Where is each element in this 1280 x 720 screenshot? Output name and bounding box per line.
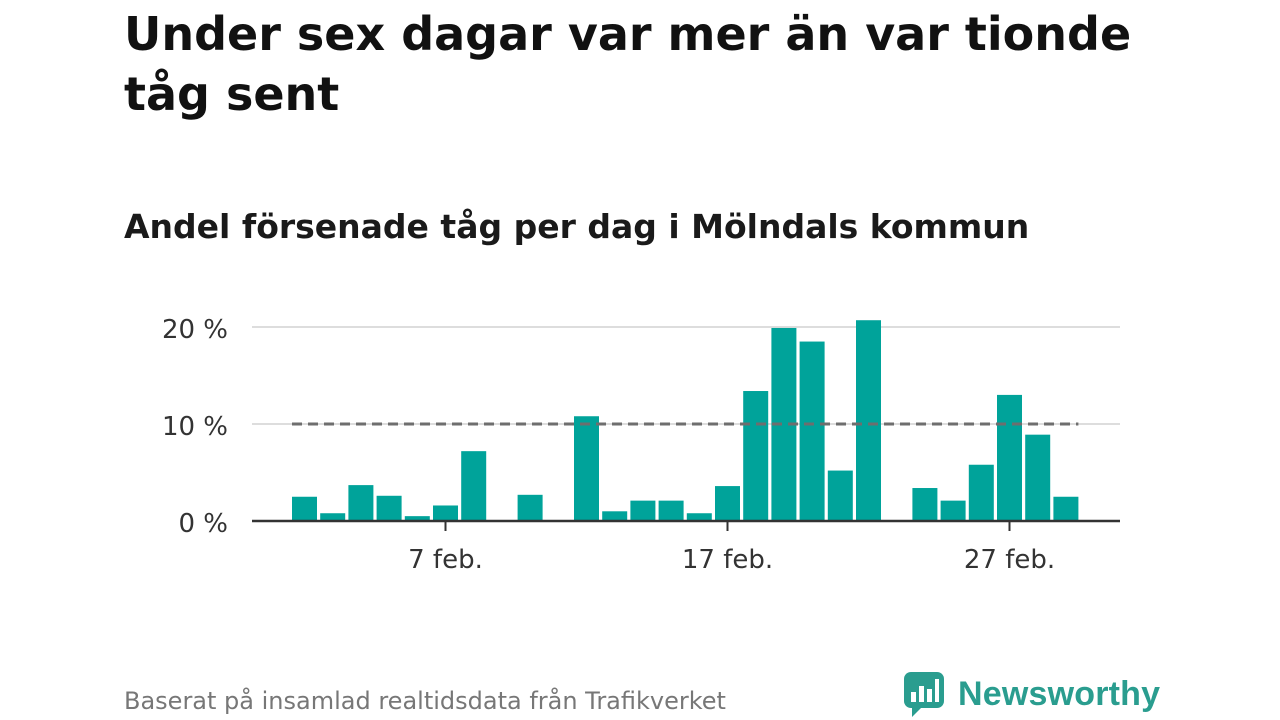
x-tick-label: 7 feb. xyxy=(408,545,483,575)
y-tick-label: 0 % xyxy=(178,509,228,539)
bar xyxy=(968,464,994,521)
bar xyxy=(602,511,628,521)
bar xyxy=(1053,496,1079,521)
x-tick-label: 17 feb. xyxy=(682,545,773,575)
bar-chart-badge-icon xyxy=(904,672,944,717)
bar xyxy=(461,451,487,521)
bar xyxy=(912,488,938,521)
bar xyxy=(997,394,1022,521)
y-tick-label: 10 % xyxy=(162,412,228,442)
bar xyxy=(799,341,825,521)
bar xyxy=(630,500,656,521)
bar xyxy=(376,495,402,521)
grid-lines xyxy=(252,326,1120,425)
bar xyxy=(856,320,881,521)
bar xyxy=(574,416,599,521)
newsworthy-logo[interactable]: Newsworthy xyxy=(902,670,1160,718)
bars xyxy=(292,320,1079,521)
bar xyxy=(940,500,966,521)
y-tick-label: 20 % xyxy=(162,315,228,345)
bar xyxy=(320,513,346,521)
x-axis: 7 feb. 17 feb. 27 feb. xyxy=(252,519,1120,575)
bar xyxy=(348,485,374,521)
y-axis-ticks: 0 % 10 % 20 % xyxy=(162,315,228,539)
bar xyxy=(433,505,458,521)
bar xyxy=(827,470,853,521)
source-note: Baserat på insamlad realtidsdata från Tr… xyxy=(124,687,726,715)
bar xyxy=(292,496,317,521)
bar xyxy=(658,500,684,521)
bar xyxy=(517,494,543,521)
bar xyxy=(404,516,430,521)
chart-subtitle: Andel försenade tåg per dag i Mölndals k… xyxy=(124,207,1030,246)
logo-text: Newsworthy xyxy=(958,674,1161,713)
bar xyxy=(1025,434,1051,521)
x-tick-label: 27 feb. xyxy=(964,545,1055,575)
chart-title: Under sex dagar var mer än var tionde tå… xyxy=(124,7,1132,121)
bar xyxy=(743,391,769,521)
bar xyxy=(686,513,712,521)
bar xyxy=(715,486,740,521)
